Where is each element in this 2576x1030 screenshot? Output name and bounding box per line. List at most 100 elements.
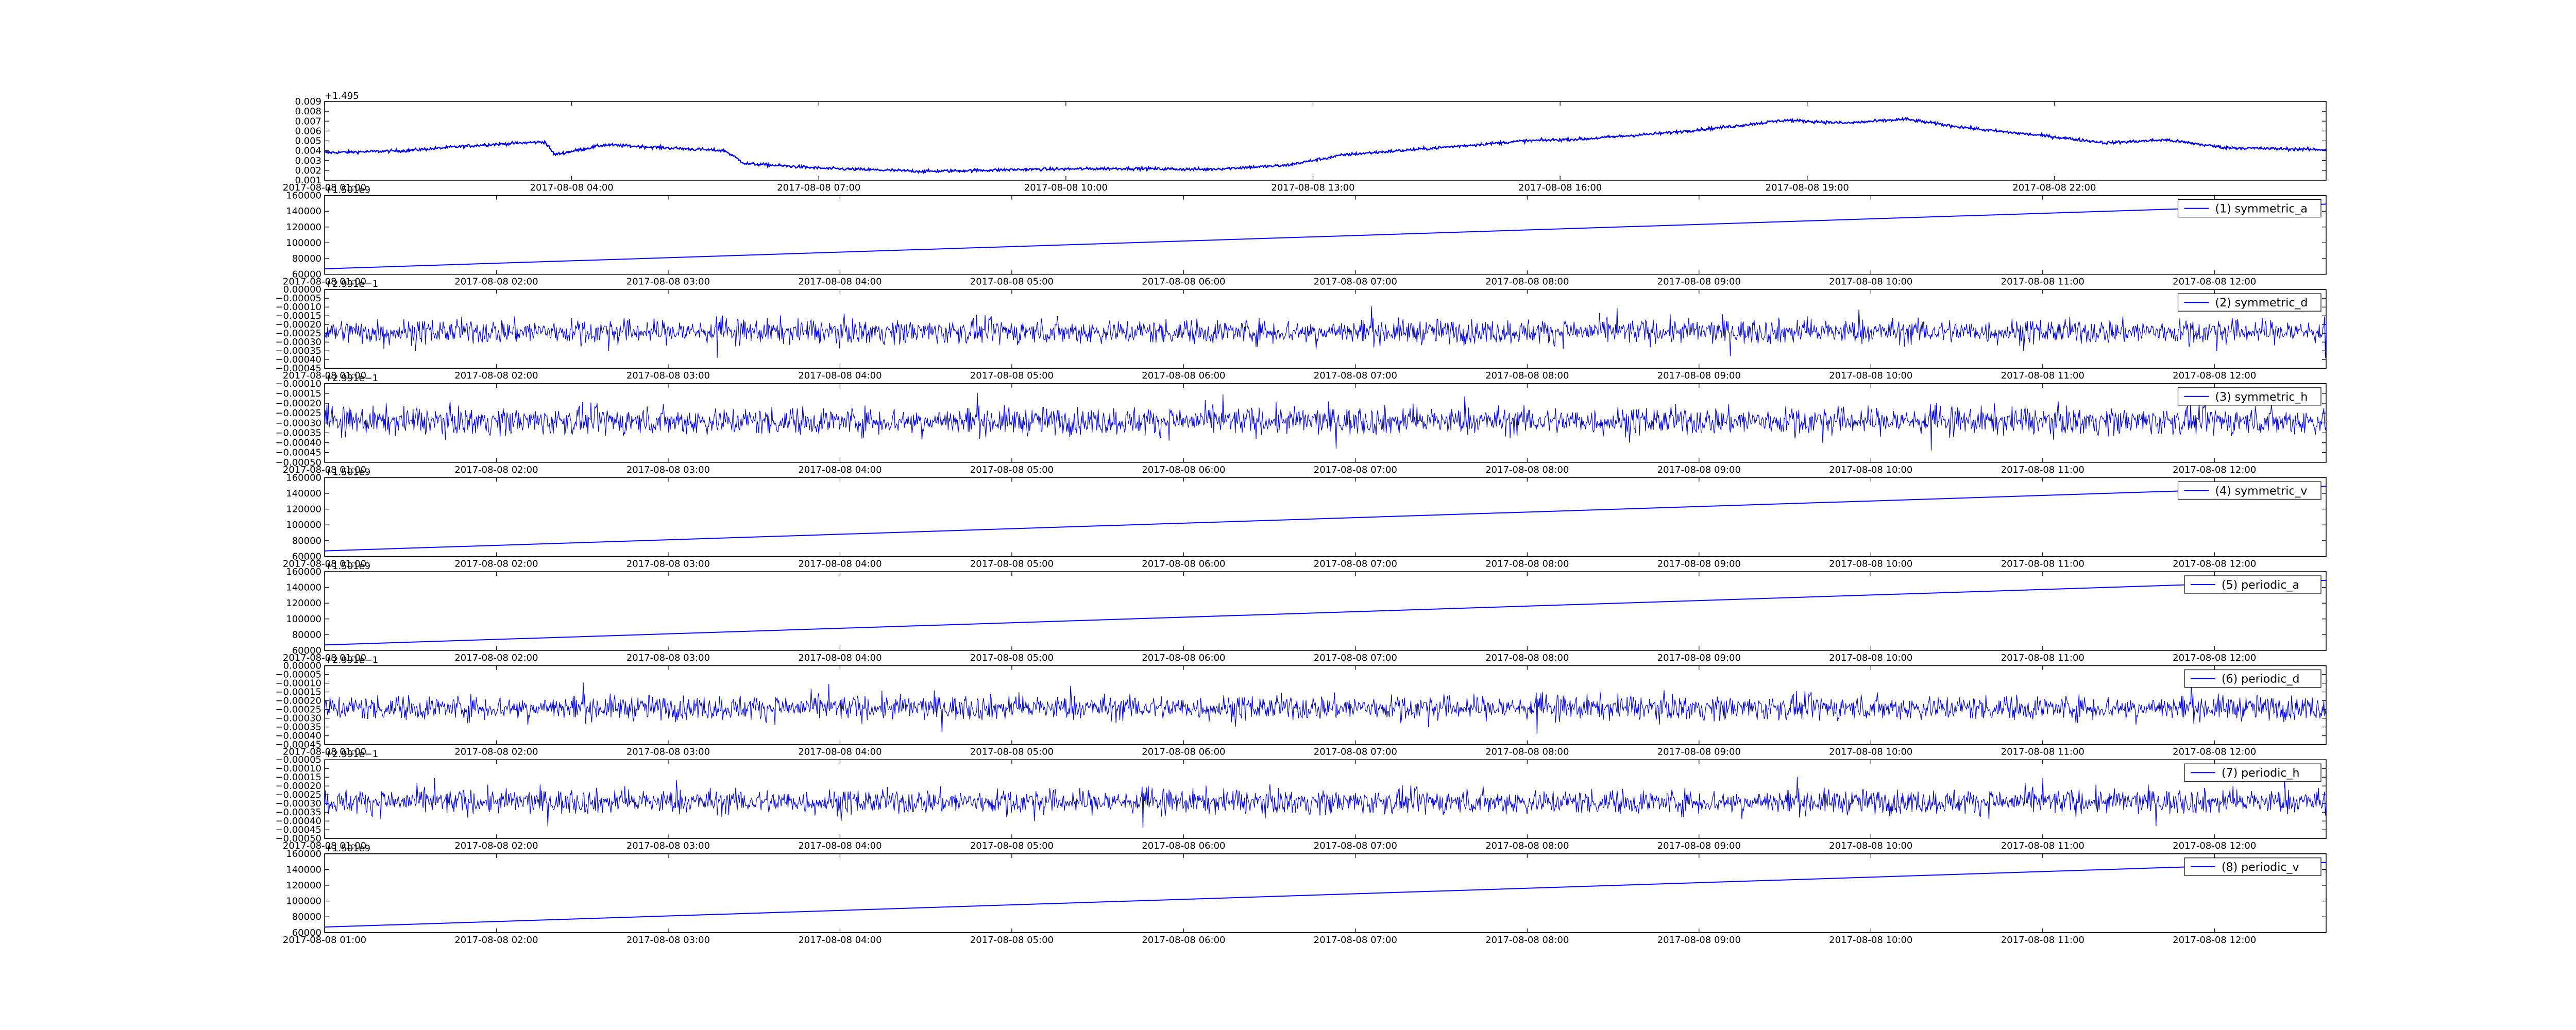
y-tick-label: −0.00010: [275, 678, 321, 689]
y-offset-label: +2.991e−1: [325, 279, 378, 289]
x-tick-label: 2017-08-08 09:00: [1657, 747, 1741, 758]
y-tick-label: 100000: [286, 520, 321, 530]
x-tick-label: 2017-08-08 11:00: [2001, 747, 2084, 758]
x-tick-label: 2017-08-08 09:00: [1657, 370, 1741, 381]
x-tick-label: 2017-08-08 04:00: [798, 370, 882, 381]
series-line: [324, 486, 2327, 552]
x-tick-label: 2017-08-08 10:00: [1829, 465, 1912, 475]
x-tick-label: 2017-08-08 08:00: [1485, 840, 1569, 851]
x-tick-label: 2017-08-08 07:00: [777, 182, 860, 193]
y-tick-label: −0.00025: [275, 328, 321, 339]
y-tick-label: −0.00025: [275, 408, 321, 419]
x-tick-label: 2017-08-08 05:00: [970, 370, 1054, 381]
legend-label: (5) periodic_a: [2222, 579, 2299, 592]
x-tick-label: 2017-08-08 09:00: [1657, 465, 1741, 475]
y-tick-label: 0.00000: [283, 661, 321, 672]
y-tick-label: −0.00035: [275, 427, 321, 438]
x-tick-label: 2017-08-08 06:00: [1142, 370, 1225, 381]
x-tick-label: 2017-08-08 06:00: [1142, 558, 1225, 569]
series-line: [324, 862, 2327, 928]
x-tick-label: 2017-08-08 04:00: [798, 840, 882, 851]
y-tick-label: −0.00015: [275, 388, 321, 399]
y-tick-label: 0.005: [295, 136, 321, 147]
y-tick-label: 0.003: [295, 156, 321, 166]
series-line: [324, 116, 2327, 175]
y-tick-label: −0.00005: [275, 670, 321, 680]
x-tick-label: 2017-08-08 03:00: [626, 465, 710, 475]
y-tick-label: 140000: [286, 582, 321, 593]
legend-box: [2177, 199, 2321, 218]
x-tick-label: 2017-08-08 11:00: [2001, 840, 2084, 851]
y-tick-label: −0.00040: [275, 438, 321, 449]
y-tick-label: −0.00025: [275, 705, 321, 715]
x-tick-label: 2017-08-08 02:00: [454, 370, 538, 381]
x-tick-label: 2017-08-08 12:00: [2173, 840, 2256, 851]
y-tick-label: −0.00040: [275, 816, 321, 827]
legend-label: (6) periodic_d: [2222, 673, 2299, 686]
x-tick-label: 2017-08-08 03:00: [626, 370, 710, 381]
y-tick-label: −0.00015: [275, 311, 321, 321]
x-tick-label: 2017-08-08 09:00: [1657, 277, 1741, 287]
y-offset-label: +2.991e−1: [325, 373, 378, 384]
axes-frame: [324, 571, 2327, 651]
x-tick-label: 2017-08-08 09:00: [1657, 558, 1741, 569]
y-tick-label: −0.00015: [275, 687, 321, 698]
legend-label: (4) symmetric_v: [2215, 485, 2308, 497]
x-tick-label: 2017-08-08 12:00: [2173, 558, 2256, 569]
axes-frame: [324, 195, 2327, 275]
x-tick-label: 2017-08-08 07:00: [1314, 653, 1397, 663]
x-tick-label: 2017-08-08 08:00: [1485, 465, 1569, 475]
x-tick-label: 2017-08-08 06:00: [1142, 935, 1225, 946]
x-tick-label: 2017-08-08 09:00: [1657, 935, 1741, 946]
x-tick-label: 2017-08-08 12:00: [2173, 653, 2256, 663]
x-tick-label: 2017-08-08 08:00: [1485, 747, 1569, 758]
x-tick-label: 2017-08-08 06:00: [1142, 747, 1225, 758]
series-line: [324, 203, 2327, 269]
legend-label: (8) periodic_v: [2222, 861, 2299, 874]
x-tick-label: 2017-08-08 19:00: [1766, 182, 1849, 193]
y-tick-label: 0.007: [295, 116, 321, 127]
x-tick-label: 2017-08-08 01:00: [283, 747, 366, 758]
x-tick-label: 2017-08-08 01:00: [283, 465, 366, 475]
x-tick-label: 2017-08-08 05:00: [970, 465, 1054, 475]
x-tick-label: 2017-08-08 08:00: [1485, 653, 1569, 663]
y-tick-label: −0.00030: [275, 713, 321, 724]
subplot-6: −0.00045−0.00040−0.00035−0.00030−0.00025…: [275, 655, 2327, 758]
y-tick-label: 60000: [292, 645, 321, 656]
legend: (1) symmetric_a: [2177, 199, 2321, 218]
subplot-7: −0.00050−0.00045−0.00040−0.00035−0.00030…: [275, 749, 2327, 851]
y-tick-label: 60000: [292, 269, 321, 280]
subplot-0: 0.0010.0020.0030.0040.0050.0060.0070.008…: [283, 91, 2327, 193]
y-offset-label: +1.501e9: [325, 467, 370, 477]
y-tick-label: 80000: [292, 912, 321, 922]
x-tick-label: 2017-08-08 02:00: [454, 747, 538, 758]
y-tick-label: 0.002: [295, 165, 321, 176]
x-tick-label: 2017-08-08 03:00: [626, 277, 710, 287]
x-tick-label: 2017-08-08 05:00: [970, 558, 1054, 569]
y-tick-label: −0.00010: [275, 302, 321, 313]
x-tick-label: 2017-08-08 08:00: [1485, 558, 1569, 569]
y-tick-label: 60000: [292, 551, 321, 562]
x-tick-label: 2017-08-08 04:00: [798, 465, 882, 475]
y-tick-label: −0.00020: [275, 319, 321, 330]
y-tick-label: 100000: [286, 896, 321, 907]
y-tick-label: −0.00050: [275, 457, 321, 468]
y-tick-label: 100000: [286, 614, 321, 625]
x-tick-label: 2017-08-08 03:00: [626, 935, 710, 946]
axes-frame: [324, 759, 2327, 839]
x-tick-label: 2017-08-08 06:00: [1142, 653, 1225, 663]
x-tick-label: 2017-08-08 10:00: [1829, 370, 1912, 381]
y-tick-label: 100000: [286, 237, 321, 248]
y-tick-label: −0.00020: [275, 696, 321, 707]
series-line: [324, 682, 2327, 734]
y-tick-label: 0.001: [295, 175, 321, 186]
y-tick-label: 0.006: [295, 126, 321, 136]
x-tick-label: 2017-08-08 03:00: [626, 653, 710, 663]
x-tick-label: 2017-08-08 09:00: [1657, 653, 1741, 663]
x-tick-label: 2017-08-08 11:00: [2001, 465, 2084, 475]
y-tick-label: −0.00035: [275, 722, 321, 733]
y-tick-label: −0.00045: [275, 825, 321, 835]
legend: (3) symmetric_h: [2177, 387, 2321, 406]
x-tick-label: 2017-08-08 02:00: [454, 465, 538, 475]
x-tick-label: 2017-08-08 11:00: [2001, 370, 2084, 381]
